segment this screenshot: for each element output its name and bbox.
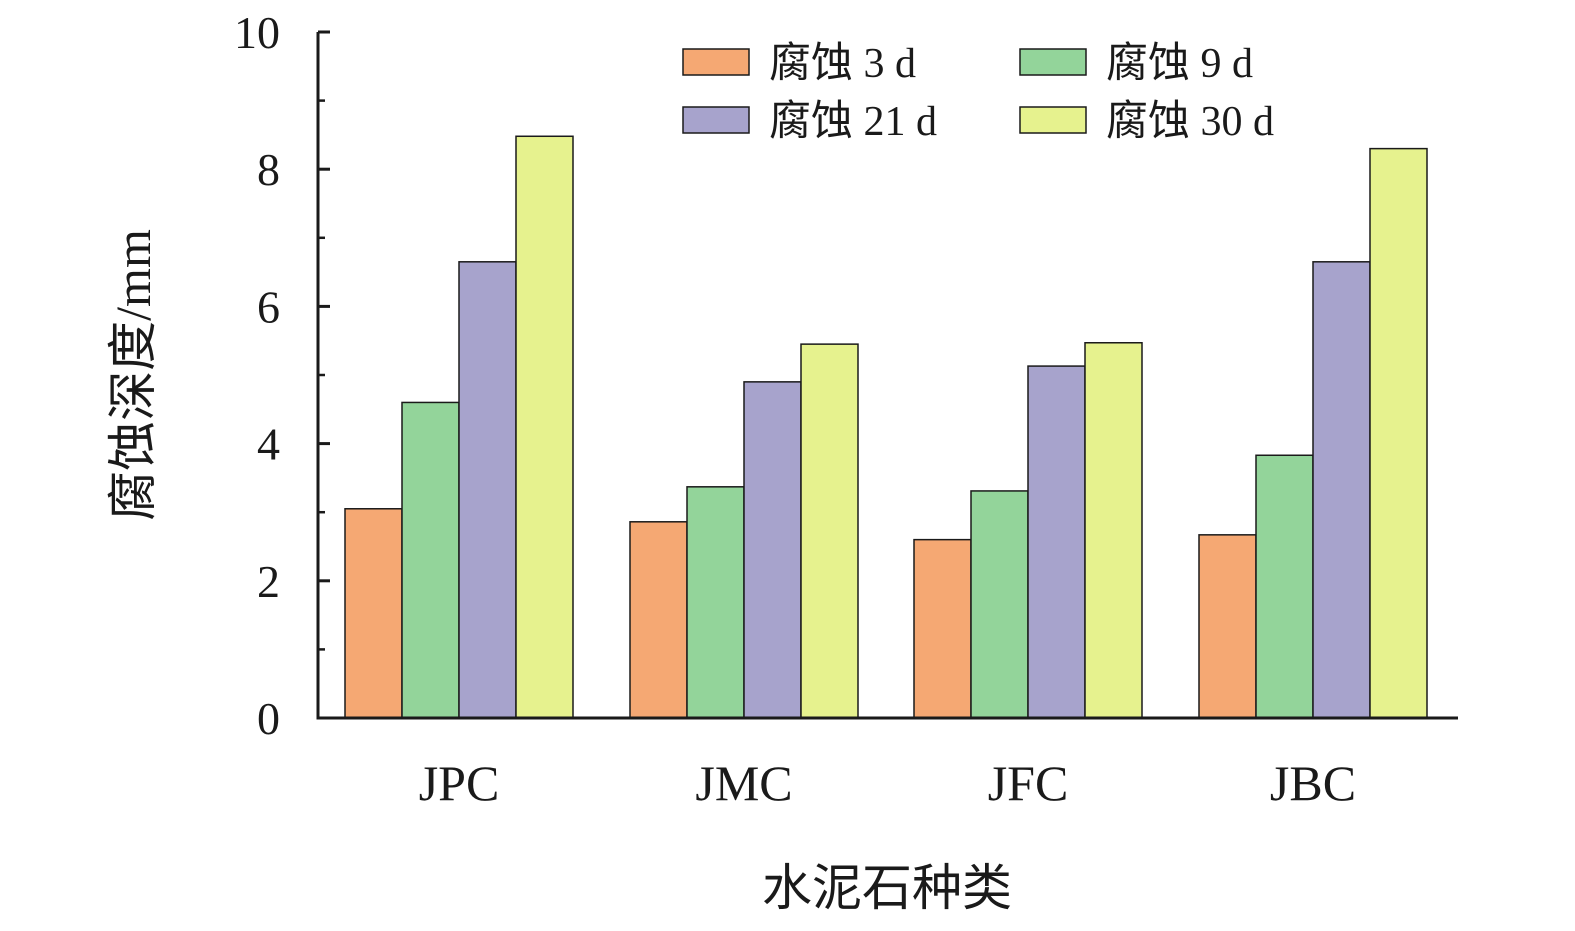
x-tick-label-jbc: JBC [1270,755,1356,811]
bar-jfc-series-2 [970,490,1029,719]
legend-swatch-series-4 [1019,106,1087,134]
legend-label-series-4: 腐蚀 30 d [1106,98,1274,145]
bar-jbc-series-4 [1369,147,1428,719]
x-tick-label-jpc: JPC [419,755,500,811]
axes-layer: JPC JMC JFC JBC 0 2 4 6 8 10 [234,7,1458,811]
bar-jfc-series-3 [1027,365,1086,719]
y-axis-title: 腐蚀深度/mm [105,229,161,521]
bar-jmc-series-4 [800,343,859,719]
legend: 腐蚀 3 d 腐蚀 9 d 腐蚀 21 d 腐蚀 30 d [682,40,1274,145]
x-axis-title: 水泥石种类 [762,860,1012,916]
bar-jfc-series-1 [913,538,972,719]
y-tick-label: 6 [257,281,280,332]
y-tick-label: 10 [234,7,280,58]
bar-jbc-series-3 [1312,261,1371,719]
y-tick-label: 8 [257,144,280,195]
y-tick-label: 4 [257,419,280,470]
bar-jmc-series-3 [743,381,802,719]
bar-jpc-series-1 [344,508,403,719]
y-tick-label: 2 [257,556,280,607]
legend-swatch-series-2 [1019,48,1087,76]
legend-swatch-series-1 [682,48,750,76]
bar-jfc-series-4 [1084,342,1143,719]
legend-label-series-3: 腐蚀 21 d [769,98,937,145]
bars-layer [344,135,1428,719]
x-tick-label-jfc: JFC [988,755,1069,811]
legend-label-series-1: 腐蚀 3 d [769,40,916,87]
bar-jmc-series-2 [686,486,745,719]
legend-label-series-2: 腐蚀 9 d [1106,40,1253,87]
bar-jbc-series-1 [1198,534,1257,719]
bar-jpc-series-4 [515,135,574,719]
y-tick-label: 0 [257,693,280,744]
legend-swatch-series-3 [682,106,750,134]
bar-jpc-series-2 [401,401,460,719]
bar-jmc-series-1 [629,521,688,719]
x-tick-label-jmc: JMC [695,755,792,811]
bar-jpc-series-3 [458,261,517,719]
bar-jbc-series-2 [1255,454,1314,719]
